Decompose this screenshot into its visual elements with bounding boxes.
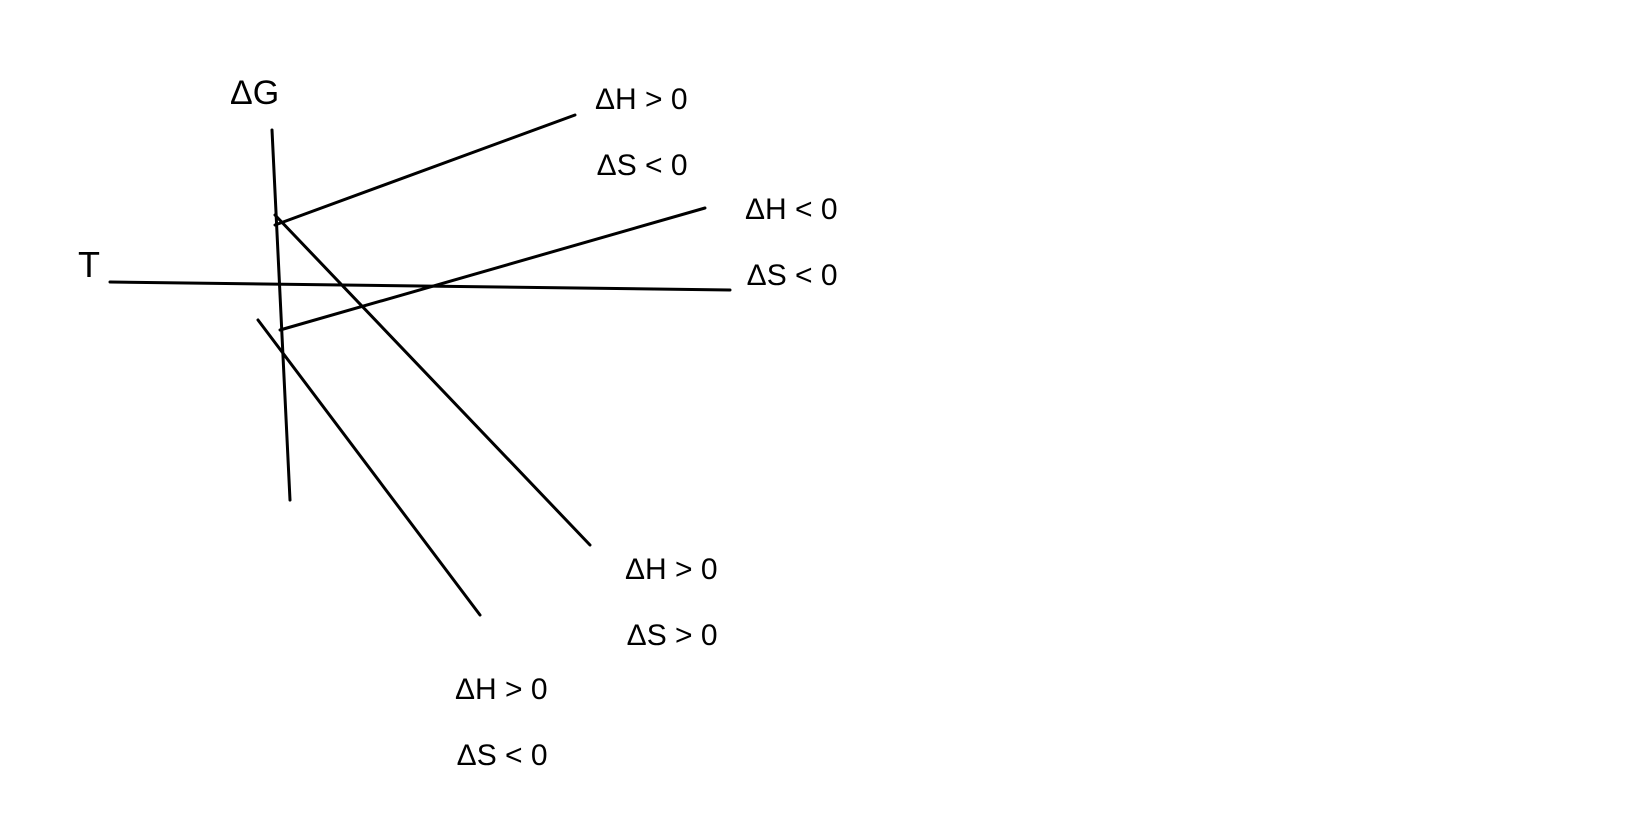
line-up-shallow <box>280 208 705 330</box>
label-top-h: ΔH > 0 <box>595 83 688 116</box>
label-top-s: ΔS < 0 <box>597 149 688 182</box>
label-right-down: ΔH > 0 ΔS > 0 <box>610 520 718 652</box>
y-axis-label: ΔG <box>230 75 279 112</box>
label-mid: ΔH < 0 ΔS < 0 <box>730 160 838 292</box>
label-bottom: ΔH > 0 ΔS < 0 <box>440 640 548 772</box>
label-top: ΔH > 0 ΔS < 0 <box>580 50 688 182</box>
y-axis <box>272 130 290 500</box>
label-rd-h: ΔH > 0 <box>625 553 718 586</box>
label-rd-s: ΔS > 0 <box>627 619 718 652</box>
label-bot-s: ΔS < 0 <box>457 739 548 772</box>
line-up-right <box>275 115 575 225</box>
line-down-steep <box>275 215 590 545</box>
line-down-left <box>258 320 480 615</box>
label-mid-s: ΔS < 0 <box>747 259 838 292</box>
label-mid-h: ΔH < 0 <box>745 193 838 226</box>
gibbs-diagram <box>0 0 1640 819</box>
x-axis-label: T <box>78 245 100 285</box>
label-bot-h: ΔH > 0 <box>455 673 548 706</box>
